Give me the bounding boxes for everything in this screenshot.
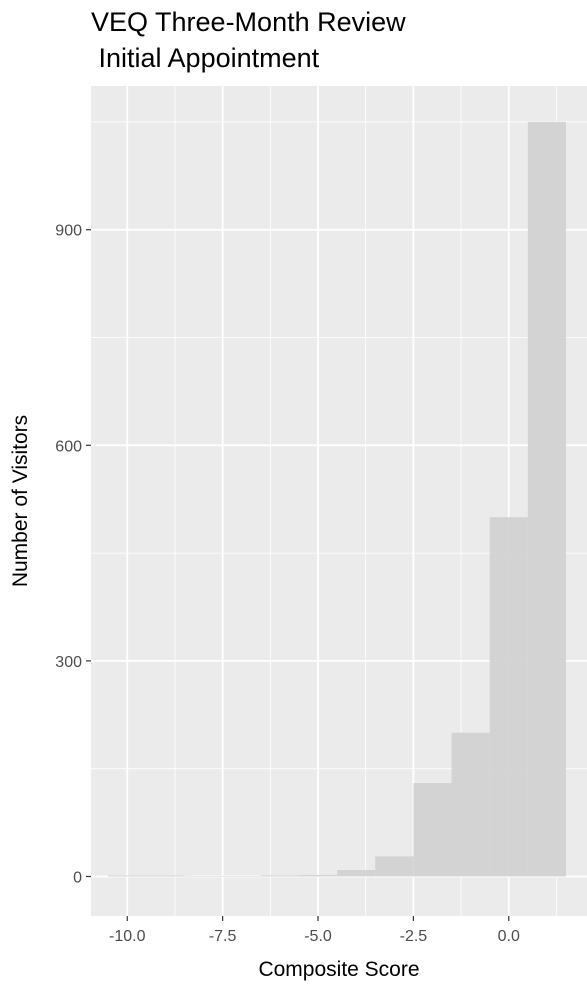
chart-title-line-2: Initial Appointment: [91, 43, 320, 73]
x-tick-label: -5.0: [304, 928, 332, 945]
x-axis-label: Composite Score: [258, 958, 419, 981]
x-axis-ticks: -10.0 -7.5 -5.0 -2.5 0.0: [109, 916, 520, 945]
histogram-bar: [527, 121, 567, 877]
x-tick-label: -2.5: [400, 928, 428, 945]
histogram-bar: [184, 875, 223, 877]
histogram-bar: [222, 875, 261, 877]
x-tick-label: -10.0: [109, 928, 146, 945]
histogram-bar: [298, 875, 338, 877]
chart-title-line-1: VEQ Three-Month Review: [91, 7, 406, 37]
y-tick-label: 600: [55, 438, 82, 455]
histogram-bars: [108, 121, 567, 877]
x-tick-label: -7.5: [209, 928, 237, 945]
y-axis-ticks: 0 300 600 900: [55, 223, 91, 886]
y-tick-label: 900: [55, 223, 82, 240]
y-tick-label: 0: [73, 869, 82, 886]
histogram-bar: [451, 732, 490, 877]
histogram-bar: [260, 875, 299, 877]
x-tick-label: 0.0: [498, 928, 520, 945]
histogram-bar: [413, 783, 452, 877]
histogram-bar: [337, 870, 376, 877]
histogram-bar: [489, 517, 528, 877]
histogram-bar: [146, 875, 185, 877]
y-tick-label: 300: [55, 654, 82, 671]
histogram-bar: [108, 875, 147, 877]
histogram-bar: [375, 856, 414, 877]
y-axis-label: Number of Visitors: [9, 415, 32, 587]
